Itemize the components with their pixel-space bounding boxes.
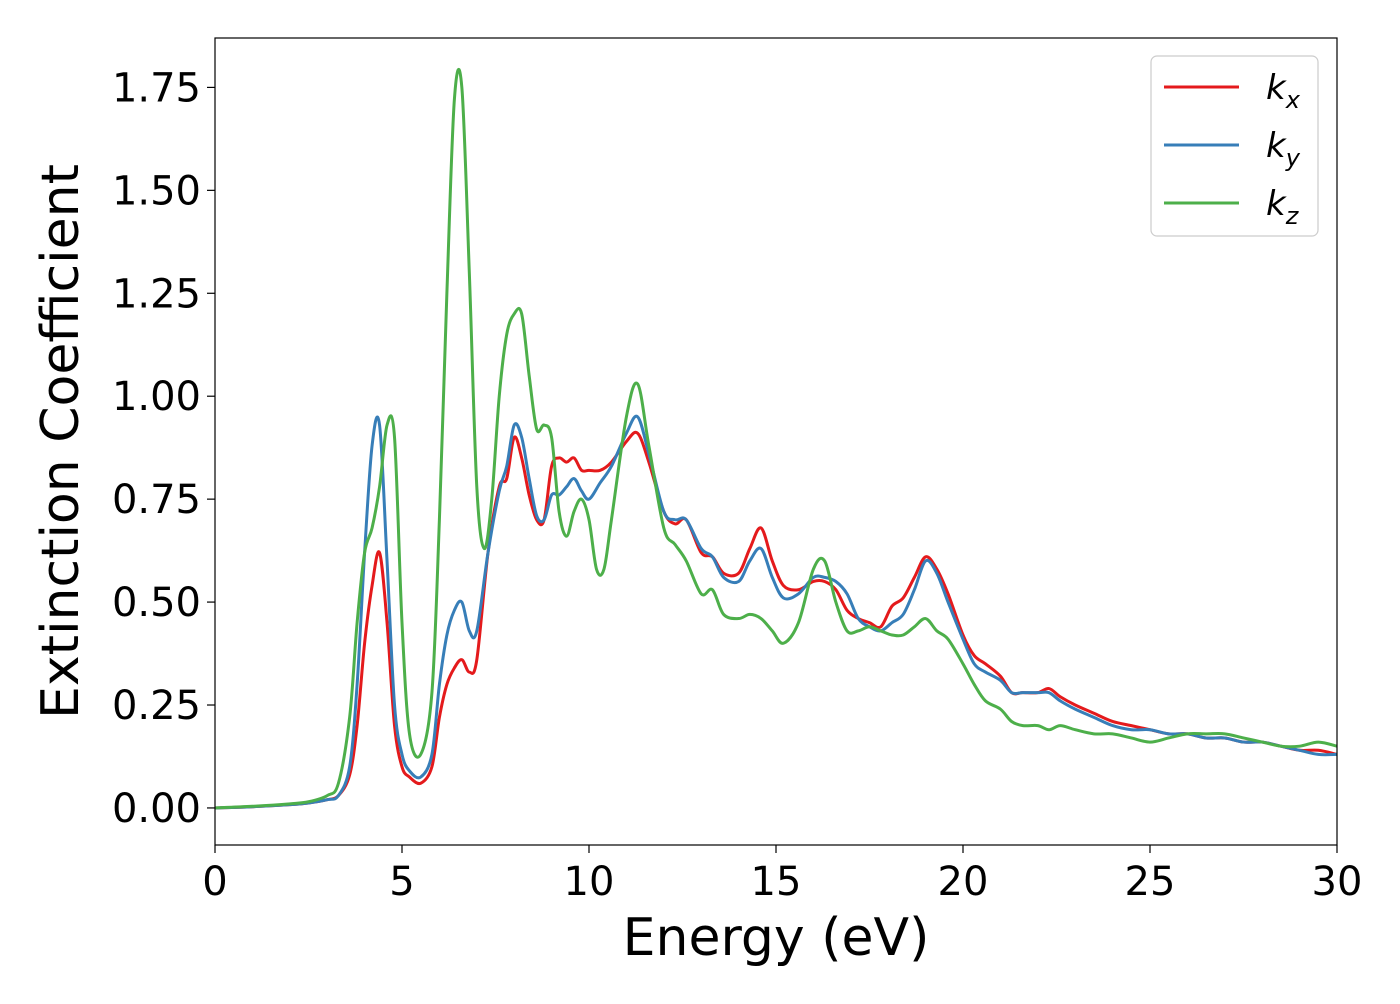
y-tick-label: 0.75 (112, 477, 201, 523)
y-tick-label: 1.50 (112, 168, 201, 214)
y-axis-label: Extinction Coefficient (31, 164, 91, 719)
series-layer (215, 67, 1337, 810)
series-line-kz (215, 67, 1337, 810)
plot-background (215, 38, 1337, 845)
x-tick-label: 5 (389, 859, 414, 905)
x-tick-label: 15 (751, 859, 802, 905)
legend-subscript: y (1285, 144, 1301, 172)
y-tick-label: 0.50 (112, 580, 201, 626)
legend-label-ky: ky (1266, 126, 1301, 172)
x-tick-label: 10 (564, 859, 615, 905)
x-tick-label: 30 (1312, 859, 1363, 905)
x-tick-label: 25 (1125, 859, 1176, 905)
y-tick-label: 1.00 (112, 374, 201, 420)
y-tick-label: 0.00 (112, 786, 201, 832)
x-axis-label: Energy (eV) (623, 908, 930, 968)
x-tick-label: 20 (938, 859, 989, 905)
plot-area (215, 38, 1337, 845)
legend-subscript: x (1285, 86, 1301, 114)
legend-subscript: z (1285, 202, 1300, 230)
y-tick-label: 1.75 (112, 65, 201, 111)
y-tick-label: 0.25 (112, 683, 201, 729)
x-tick-label: 0 (202, 859, 227, 905)
axes-layer: 0 5 10 15 20 25 30 0.00 0.25 0.50 0.75 1.00 1.25 1.50… (31, 37, 1363, 968)
y-tick-label: 1.25 (112, 271, 201, 317)
series-line-ky (215, 414, 1337, 810)
